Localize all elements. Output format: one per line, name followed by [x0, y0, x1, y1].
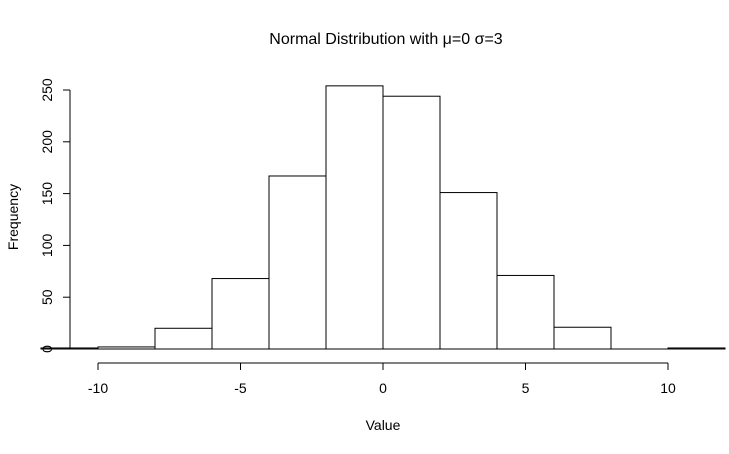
x-axis: -10 -5 0 5 10: [88, 362, 676, 396]
histogram-bar: [439, 192, 498, 350]
x-tick-label: -10: [88, 380, 108, 396]
y-tick-label: 50: [39, 289, 55, 305]
y-tick-label: 150: [39, 182, 55, 206]
y-axis: 0 50 100 150 200 250: [39, 78, 71, 353]
histogram-bar: [667, 347, 726, 350]
histogram-bar: [97, 346, 156, 350]
y-axis-label: Frequency: [5, 184, 21, 250]
x-axis-label: Value: [366, 417, 401, 433]
x-tick-label: 10: [660, 380, 676, 396]
chart-title: Normal Distribution with μ=0 σ=3: [269, 31, 503, 48]
y-tick-label: 200: [39, 130, 55, 154]
x-tick-label: 0: [379, 380, 387, 396]
histogram-bar: [211, 278, 270, 350]
histogram-bar: [325, 85, 384, 350]
x-tick-label: 5: [522, 380, 530, 396]
y-tick-label: 100: [39, 234, 55, 258]
bars-group: [40, 85, 726, 350]
histogram-bar: [553, 326, 612, 350]
histogram-bar: [496, 274, 555, 350]
histogram-bar: [382, 95, 441, 350]
x-tick-label: -5: [234, 380, 247, 396]
histogram-bar: [154, 327, 213, 350]
y-tick-label: 250: [39, 78, 55, 102]
histogram-bar: [268, 175, 327, 350]
y-tick-label: 0: [39, 345, 55, 353]
